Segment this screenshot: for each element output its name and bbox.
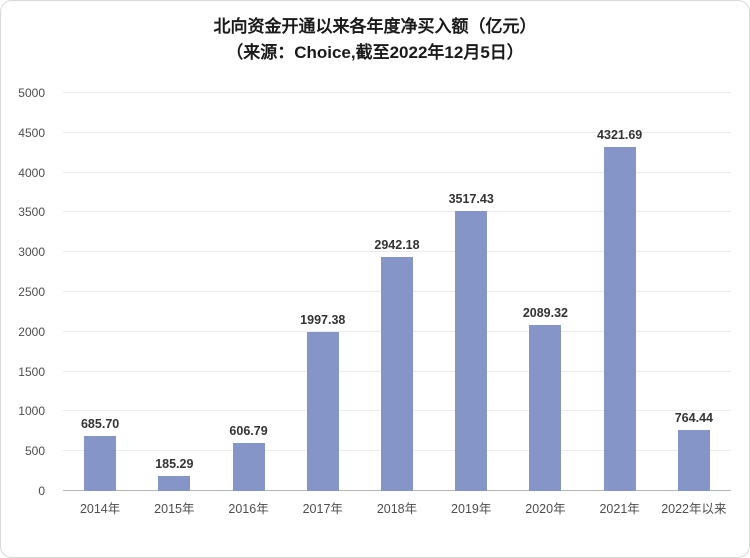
bar-column: 606.79 — [211, 93, 285, 491]
x-axis: 2014年 2015年 2016年 2017年 2018年 2019年 2020年 2021年… — [63, 498, 731, 517]
bar-column: 1997.38 — [286, 93, 360, 491]
y-axis-tick-label: 3000 — [18, 245, 45, 260]
x-axis-category-label: 2022年以来 — [661, 502, 727, 516]
bar-value-label: 685.70 — [80, 417, 120, 432]
y-axis-tick-label: 4500 — [18, 125, 45, 140]
x-axis-category-label: 2021年 — [599, 502, 640, 516]
chart-header: 北向资金开通以来各年度净买入额（亿元） （来源：Choice,截至2022年12… — [1, 14, 749, 65]
x-axis-category-label: 2015年 — [154, 502, 195, 516]
y-axis: 0 500 1000 1500 2000 2500 3000 3500 4000 4500 5000 — [1, 86, 55, 498]
bar — [306, 332, 339, 491]
y-axis-tick-label: 1000 — [18, 404, 45, 419]
bar-value-label: 764.44 — [674, 411, 713, 426]
x-axis-category-label: 2020年 — [525, 502, 566, 516]
bar — [84, 436, 117, 491]
y-axis-tick-label: 2500 — [18, 285, 45, 299]
bar-value-label: 3517.43 — [448, 192, 494, 207]
y-axis-tick-label: 2000 — [18, 324, 45, 339]
gridline — [63, 92, 731, 93]
bar — [380, 256, 413, 491]
bar — [529, 324, 562, 491]
bar — [158, 476, 191, 491]
x-axis-category-label: 2016年 — [228, 502, 269, 516]
y-axis-tick-label: 3500 — [18, 205, 45, 220]
bar-column: 3517.43 — [434, 93, 508, 491]
bar-column: 4321.69 — [583, 93, 657, 491]
bar — [603, 147, 636, 491]
bar — [232, 442, 265, 491]
gridline — [63, 251, 731, 253]
y-axis-tick-label: 0 — [38, 484, 45, 498]
bar-column: 2942.18 — [360, 93, 434, 491]
y-axis-tick-label: 5000 — [18, 86, 45, 100]
bar — [677, 430, 710, 491]
y-axis-tick-label: 4000 — [18, 165, 45, 180]
chart-subtitle: （来源：Choice,截至2022年12月5日） — [226, 42, 524, 62]
gridline — [63, 171, 731, 173]
x-axis-category-label: 2017年 — [302, 502, 343, 516]
bars-container: 685.70 185.29 606.79 1997.38 2942.18 3517.43 2… — [63, 93, 731, 491]
bar-value-label: 2089.32 — [522, 305, 569, 320]
plot-area: 685.70 185.29 606.79 1997.38 2942.18 3517.43 2… — [63, 92, 731, 491]
bar-value-label: 185.29 — [155, 457, 194, 472]
bar-value-label: 4321.69 — [597, 128, 643, 142]
gridline — [63, 131, 731, 133]
bar-column: 2089.32 — [508, 93, 582, 491]
bar-value-label: 2942.18 — [374, 237, 420, 252]
bar-column: 185.29 — [137, 93, 211, 491]
y-axis-tick-label: 500 — [24, 444, 45, 459]
x-axis-category-label: 2014年 — [79, 502, 121, 516]
bar-column: 685.70 — [63, 93, 137, 491]
bar-column: 764.44 — [657, 93, 731, 491]
chart-title: 北向资金开通以来各年度净买入额（亿元） — [213, 17, 537, 36]
x-axis-category-label: 2019年 — [451, 502, 492, 516]
x-axis-category-label: 2018年 — [376, 502, 418, 516]
bar-value-label: 1997.38 — [300, 313, 346, 328]
bar-value-label: 606.79 — [229, 423, 268, 438]
bar — [455, 211, 488, 491]
y-axis-tick-label: 1500 — [18, 364, 45, 379]
gridline — [63, 211, 731, 213]
